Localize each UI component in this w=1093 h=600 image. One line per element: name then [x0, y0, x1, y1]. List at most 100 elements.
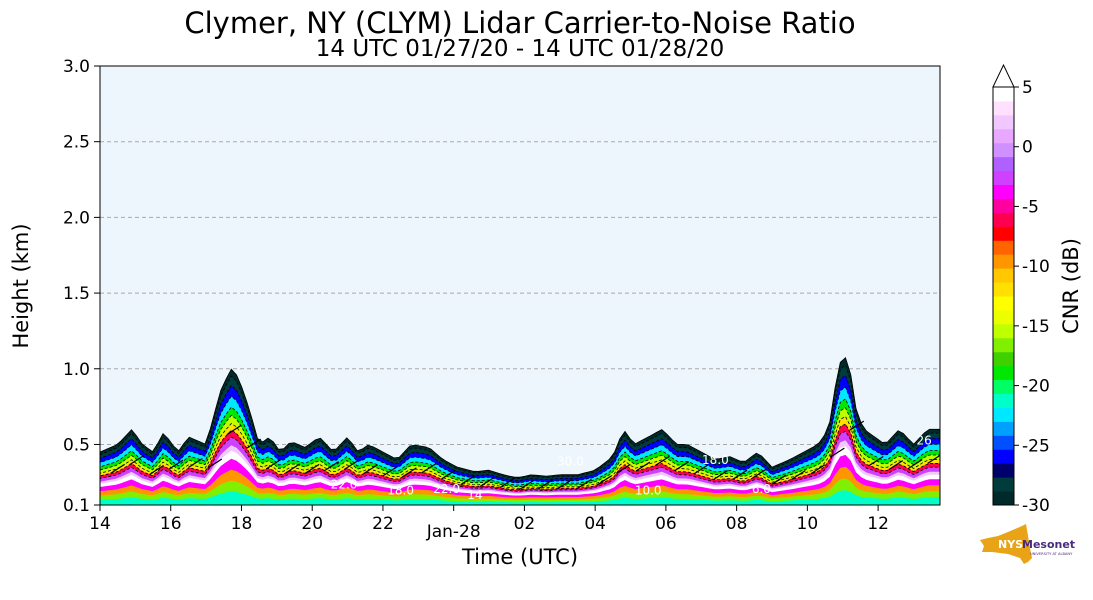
- colorbar-swatch: [993, 435, 1014, 450]
- colorbar-tick-label: -20: [1022, 377, 1050, 397]
- colorbar-extend-arrow: [992, 63, 1015, 88]
- chart-subtitle: 14 UTC 01/27/20 - 14 UTC 01/28/20: [315, 36, 725, 62]
- colorbar-swatch: [993, 184, 1014, 199]
- contour-label: 18.0: [702, 453, 729, 467]
- barb-stroke: [810, 464, 826, 475]
- colorbar-swatch: [993, 477, 1014, 492]
- colorbar-swatch: [993, 87, 1014, 102]
- x-axis: 14 16 18 20 22 Jan-28 02 04 06 08 10 12: [89, 505, 889, 542]
- contour-label: 22.0: [433, 482, 460, 496]
- colorbar-swatch: [993, 268, 1014, 283]
- colorbar-swatch: [993, 379, 1014, 395]
- colorbar-swatch: [993, 309, 1014, 325]
- x-tick-label: 16: [160, 514, 182, 534]
- barb-stroke: [129, 454, 145, 465]
- colorbar-swatch: [993, 296, 1014, 311]
- colorbar-swatch: [993, 226, 1014, 241]
- colorbar-swatch: [993, 142, 1014, 158]
- barb-stroke: [246, 438, 262, 449]
- barb-stroke: [518, 480, 534, 491]
- cnr-field: 30.0 18.0 22.0 18.0 22.0 14 26 6.0 10.0: [100, 356, 940, 505]
- barb-stroke: [927, 454, 940, 464]
- y-tick-label: 2.0: [63, 208, 90, 228]
- y-tick-label: 0.5: [63, 435, 90, 455]
- barb-stroke: [363, 464, 378, 475]
- barb-stroke: [849, 420, 865, 431]
- barb-stroke: [207, 458, 223, 469]
- barb-stroke: [285, 463, 301, 474]
- barb-stroke: [188, 458, 203, 469]
- barb-stroke: [771, 474, 787, 485]
- barb-stroke: [577, 478, 592, 489]
- y-tick-label: 2.5: [63, 133, 90, 153]
- barb-stroke: [382, 466, 398, 477]
- barb-stroke: [791, 469, 806, 481]
- grid-lines: [100, 141, 940, 445]
- colorbar-swatch: [993, 337, 1014, 353]
- barb-stroke: [713, 469, 728, 481]
- y-tick-label: 1.0: [63, 360, 90, 380]
- colorbar-swatch: [993, 282, 1014, 297]
- x-tick-label: 22: [372, 514, 394, 534]
- colorbar-swatch: [993, 170, 1014, 186]
- x-tick-label: 18: [231, 514, 253, 534]
- logo-nys-text: NYS: [998, 538, 1023, 551]
- barb-stroke: [168, 459, 184, 470]
- colorbar-tick-label: -25: [1022, 436, 1050, 456]
- barb-stroke: [110, 463, 125, 474]
- x-tick-label: 08: [726, 514, 748, 534]
- contour-label: 22.0: [331, 477, 358, 491]
- barb-stroke: [479, 476, 495, 487]
- x-tick-label: 20: [301, 514, 323, 534]
- x-axis-label: Time (UTC): [461, 545, 578, 569]
- x-tick-label: 14: [89, 514, 111, 534]
- barb-stroke: [596, 475, 612, 486]
- colorbar-tick-label: -15: [1022, 317, 1050, 337]
- colorbar-tick-label: -5: [1022, 197, 1039, 217]
- barb-stroke: [304, 463, 320, 474]
- barb-stroke: [557, 478, 573, 489]
- barb-stroke: [635, 461, 651, 472]
- nys-mesonet-logo: NYS Mesonet UNIVERSITY AT ALBANY: [980, 524, 1075, 564]
- colorbar-swatch: [993, 449, 1014, 464]
- barb-stroke: [440, 469, 456, 480]
- barb-stroke: [752, 468, 767, 479]
- x-tick-label: 10: [797, 514, 819, 534]
- barb-stroke: [265, 459, 281, 470]
- colorbar-swatch: [993, 114, 1014, 130]
- colorbar-tick-label: -10: [1022, 257, 1050, 277]
- barb-stroke: [830, 447, 845, 458]
- x-tick-label: 06: [655, 514, 677, 534]
- colorbar-swatch: [993, 407, 1014, 422]
- y-axis-label: Height (km): [9, 223, 33, 348]
- colorbar-swatch: [993, 100, 1014, 116]
- contour-label: 30.0: [557, 455, 584, 469]
- colorbar-label: CNR (dB): [1059, 238, 1083, 334]
- barb-stroke: [460, 475, 476, 486]
- chart-title: Clymer, NY (CLYM) Lidar Carrier-to-Noise…: [184, 6, 856, 40]
- barb-stroke: [421, 463, 437, 474]
- colorbar-swatch: [993, 212, 1014, 227]
- contour-label: 26: [916, 433, 931, 447]
- colorbar-swatch: [993, 254, 1014, 269]
- colorbar-swatch: [993, 128, 1014, 144]
- contour-label: 6.0: [752, 482, 771, 496]
- contour-label: 10.0: [635, 483, 662, 497]
- y-tick-label: 0.1: [63, 496, 90, 516]
- barb-stroke: [227, 424, 242, 435]
- barb-stroke: [616, 463, 631, 474]
- plot-frame: [99, 65, 941, 506]
- barb-stroke: [674, 461, 690, 472]
- colorbar-swatch: [993, 463, 1014, 478]
- colorbar: 5 0 -5 -10 -15 -20 -25 -30: [992, 63, 1050, 516]
- colorbar-swatch: [993, 351, 1014, 367]
- barb-stroke: [538, 479, 553, 490]
- barb-stroke: [888, 460, 904, 471]
- barb-stroke: [499, 478, 514, 489]
- cnr-contour-band: [100, 478, 940, 505]
- barb-stroke: [868, 455, 884, 466]
- colorbar-swatch: [993, 198, 1014, 213]
- colorbar-tick-label: 5: [1022, 78, 1033, 98]
- x-tick-label: 04: [584, 514, 606, 534]
